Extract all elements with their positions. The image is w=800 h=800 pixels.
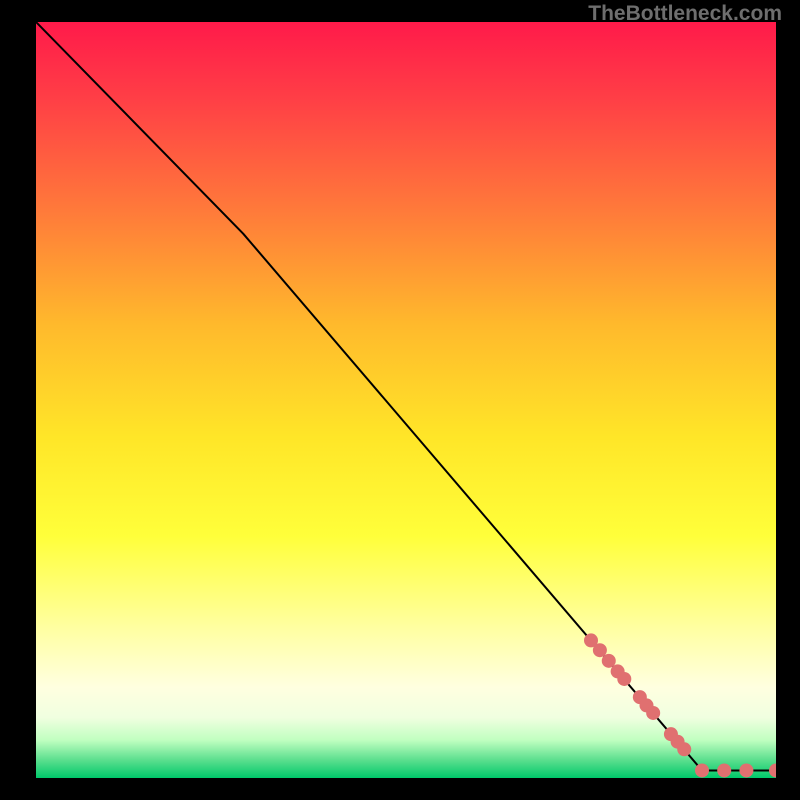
data-point: [677, 742, 691, 756]
chart-overlay: [36, 22, 776, 778]
data-point: [646, 706, 660, 720]
curve-line: [36, 22, 776, 770]
data-point: [769, 763, 776, 777]
data-markers: [584, 633, 776, 777]
data-point: [617, 672, 631, 686]
plot-area: [36, 22, 776, 778]
data-point: [717, 763, 731, 777]
chart-root: TheBottleneck.com: [0, 0, 800, 800]
data-point: [695, 763, 709, 777]
data-point: [739, 763, 753, 777]
watermark-text: TheBottleneck.com: [588, 2, 782, 26]
